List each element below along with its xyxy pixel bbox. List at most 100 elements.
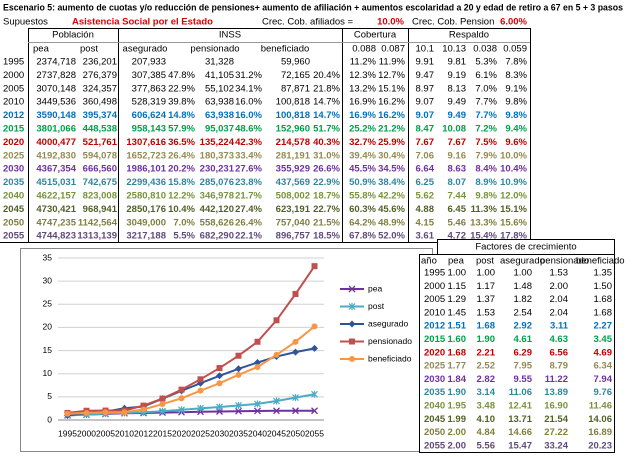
series-line (67, 393, 315, 417)
cell: 34.1% (235, 83, 262, 94)
factor-cell: 21.54 (544, 414, 568, 425)
point (235, 352, 242, 359)
factor-cell: 4.61 (514, 334, 533, 345)
cell: 47.8% (168, 70, 195, 81)
cell: 63,938 (205, 97, 234, 108)
cell: 7.44 (448, 191, 467, 202)
factor-cell: 4.84 (477, 427, 496, 438)
factor-cell: 4.10 (477, 414, 496, 425)
factor-cell: 1.00 (514, 268, 533, 279)
cell: 4622,157 (36, 191, 76, 202)
point (311, 390, 318, 398)
cell: 6.25 (416, 177, 435, 188)
point (197, 387, 204, 394)
cell: 15.8% (168, 177, 195, 188)
cell: 22.1% (235, 231, 262, 242)
factor-header: pea (448, 256, 465, 267)
x-tick-label: 2012 (134, 428, 153, 438)
cell: 26.4% (235, 217, 262, 228)
factor-cell: 6.56 (550, 347, 569, 358)
cell: 6.45 (448, 204, 467, 215)
row-year: 2040 (3, 191, 24, 202)
row-year: 2025 (3, 150, 25, 161)
cell: 10.4% (168, 204, 195, 215)
point (64, 410, 71, 417)
cell: 3.61 (416, 231, 435, 242)
cell: 8.47 (416, 124, 435, 135)
cell: 10.08 (442, 124, 466, 135)
factor-cell: 2.04 (550, 294, 569, 305)
chart-border (20, 248, 433, 452)
cell: 442,120 (200, 204, 234, 215)
cell: 50.9% (349, 177, 376, 188)
point (254, 407, 261, 415)
cell: 7.67 (448, 137, 467, 148)
cell: 18.7% (313, 191, 340, 202)
factor-cell: 1.48 (514, 281, 533, 292)
cell: 437,569 (276, 177, 310, 188)
factor-cell: 1.68 (477, 321, 496, 332)
cell: 12.2% (168, 191, 195, 202)
cell: 7.06 (416, 150, 435, 161)
row-year: 2055 (3, 231, 25, 242)
cell: 7.7% (475, 97, 497, 108)
cell: 968,941 (83, 204, 118, 215)
x-tick-label: 2010 (115, 428, 134, 438)
factor-cell: 1.17 (477, 281, 496, 292)
cell: 7.0% (475, 83, 497, 94)
factor-year: 2025 (424, 361, 446, 372)
cell: 236,201 (83, 57, 117, 68)
point (348, 320, 356, 328)
cell: 324,357 (83, 83, 117, 94)
factor-header: post (476, 256, 494, 267)
factor-year: 2012 (424, 321, 445, 332)
cell: 3590,148 (36, 110, 76, 121)
point (178, 395, 185, 402)
supuestos: Supuestos (3, 17, 48, 28)
cell: 7.0% (173, 217, 195, 228)
point (311, 344, 318, 352)
factor-cell: 3.11 (550, 321, 569, 332)
cell: 276,379 (83, 70, 117, 81)
legend-label: pea (368, 283, 382, 293)
cell: 285,076 (200, 177, 234, 188)
row-year: 2050 (3, 217, 24, 228)
cell: 4192,830 (36, 150, 76, 161)
factor-cell: 1.00 (448, 268, 467, 279)
cell: 4.15 (416, 217, 435, 228)
point (311, 263, 318, 270)
factor-cell: 3.48 (477, 401, 496, 412)
cell: 6.64 (416, 164, 435, 175)
cell: 10.9% (500, 177, 527, 188)
factor-year: 2005 (424, 294, 445, 305)
cell: 51.7% (313, 124, 340, 135)
factor-box (419, 254, 615, 453)
y-tick-label: 30 (43, 275, 53, 285)
factor-cell: 8.79 (550, 361, 569, 372)
factor-cell: 4.63 (550, 334, 569, 345)
point (292, 394, 299, 402)
cell: 27.4% (235, 204, 262, 215)
factor-cell: 1.51 (448, 321, 467, 332)
cell: 558,626 (200, 217, 234, 228)
cell: 32.7% (349, 137, 376, 148)
cell: 16.0% (235, 110, 262, 121)
cell: 9.47 (416, 70, 435, 81)
factor-cell: 11.46 (589, 401, 612, 412)
point (140, 406, 147, 413)
factor-header: beneficiado (576, 256, 625, 267)
cell: 31.0% (313, 150, 340, 161)
cell: 34.5% (378, 164, 405, 175)
factor-cell: 2.82 (477, 374, 496, 385)
group-header: Población (52, 30, 94, 41)
column-header: 0.087 (381, 44, 405, 55)
factor-cell: 1.82 (514, 294, 533, 305)
factor-cell: 1.99 (448, 414, 467, 425)
factor-cell: 1.53 (550, 268, 569, 279)
factor-cell: 1.60 (448, 334, 467, 345)
x-tick-label: 2055 (305, 428, 324, 438)
cell: 623,191 (276, 204, 311, 215)
factor-cell: 11.22 (545, 374, 568, 385)
row-year: 2030 (3, 164, 24, 175)
